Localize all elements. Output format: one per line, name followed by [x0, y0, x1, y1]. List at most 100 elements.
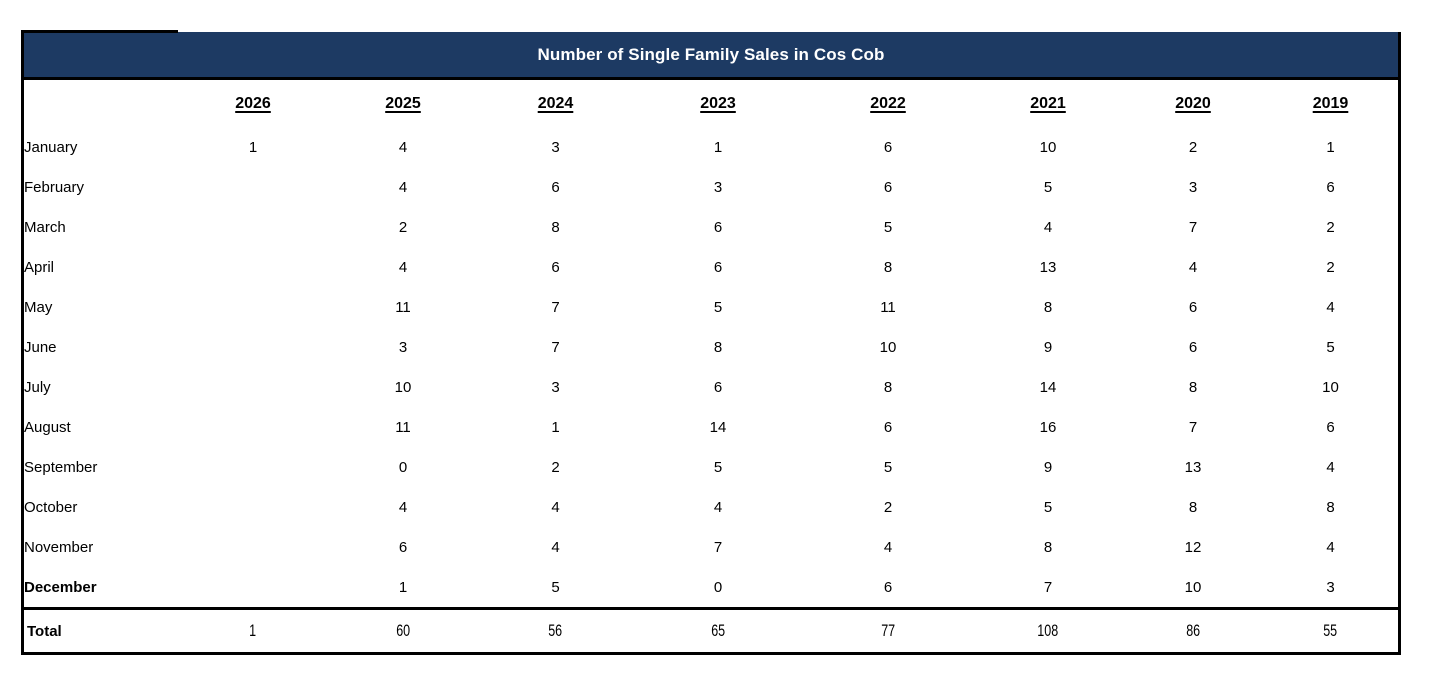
cell-september-2024: 2 — [551, 458, 560, 476]
year-header-2025: 2025 — [385, 94, 421, 112]
total-2020: 86 — [1123, 607, 1263, 652]
cell-march-2020: 7 — [1188, 218, 1198, 236]
cell-january-2023: 1 — [713, 138, 723, 156]
cell-january-2021: 10 — [1039, 138, 1057, 156]
cell-may-2025: 11 — [395, 298, 411, 316]
year-header-2020: 2020 — [1175, 94, 1211, 112]
cell-december-2024: 5 — [551, 578, 560, 596]
cell-may-2020: 6 — [1188, 298, 1198, 316]
month-label-august: August — [24, 418, 71, 436]
month-row-july: July 10 3 6 8 14 8 10 — [24, 367, 1398, 407]
cell-april-2019: 2 — [1326, 258, 1335, 276]
cell-december-2020: 10 — [1184, 578, 1202, 596]
total-value-2023: 65 — [711, 621, 725, 640]
cell-november-2022: 4 — [883, 538, 893, 556]
cell-april-2021: 13 — [1039, 258, 1057, 276]
cell-august-2019: 6 — [1326, 418, 1335, 436]
total-value-2024: 56 — [548, 621, 563, 640]
cell-november-2019: 4 — [1326, 538, 1335, 556]
month-row-may: May 11 7 5 11 8 6 4 — [24, 287, 1398, 327]
cell-december-2025: 1 — [398, 578, 408, 596]
sales-table: Number of Single Family Sales in Cos Cob… — [21, 30, 1401, 655]
cell-march-2024: 8 — [551, 218, 560, 236]
month-label-december: December — [24, 578, 97, 596]
cell-june-2022: 10 — [879, 338, 897, 356]
cell-july-2019: 10 — [1322, 378, 1339, 396]
cell-june-2023: 8 — [713, 338, 723, 356]
cell-april-2020: 4 — [1188, 258, 1198, 276]
cell-may-2021: 8 — [1043, 298, 1053, 316]
cell-february-2020: 3 — [1188, 178, 1198, 196]
total-2021: 108 — [973, 607, 1123, 652]
cell-june-2019: 5 — [1326, 338, 1335, 356]
cell-december-2023: 0 — [713, 578, 723, 596]
year-header-2024: 2024 — [537, 94, 574, 112]
cell-march-2025: 2 — [398, 218, 408, 236]
table-title: Number of Single Family Sales in Cos Cob — [537, 44, 885, 64]
cell-september-2025: 0 — [398, 458, 408, 476]
cell-november-2025: 6 — [398, 538, 408, 556]
cell-december-2021: 7 — [1043, 578, 1053, 596]
cell-september-2023: 5 — [713, 458, 723, 476]
cell-july-2025: 10 — [394, 378, 412, 396]
cell-march-2019: 2 — [1326, 218, 1335, 236]
cell-january-2022: 6 — [883, 138, 893, 156]
cell-august-2020: 7 — [1188, 418, 1198, 436]
cell-november-2020: 12 — [1184, 538, 1202, 556]
cell-august-2022: 6 — [883, 418, 893, 436]
year-header-2026: 2026 — [235, 94, 271, 112]
month-label-january: January — [24, 138, 78, 156]
total-label: Total — [24, 607, 178, 652]
cell-august-2021: 16 — [1039, 418, 1057, 436]
cell-april-2022: 8 — [883, 258, 893, 276]
month-row-october: October 4 4 4 2 5 8 8 — [24, 487, 1398, 527]
cell-april-2024: 6 — [551, 258, 560, 276]
cell-july-2021: 14 — [1039, 378, 1057, 396]
month-row-november: November 6 4 7 4 8 12 4 — [24, 527, 1398, 567]
cell-april-2023: 6 — [713, 258, 723, 276]
month-row-june: June 3 7 8 10 9 6 5 — [24, 327, 1398, 367]
cell-july-2022: 8 — [883, 378, 893, 396]
total-2025: 60 — [328, 607, 478, 652]
cell-january-2020: 2 — [1188, 138, 1198, 156]
cell-december-2026 — [178, 567, 328, 609]
month-label-july: July — [24, 378, 51, 396]
cell-october-2025: 4 — [398, 498, 408, 516]
total-value-2021: 108 — [1037, 621, 1059, 640]
total-value-2025: 60 — [396, 621, 410, 640]
total-2019: 55 — [1263, 607, 1398, 652]
cell-august-2026 — [178, 407, 328, 447]
month-label-march: March — [24, 218, 66, 236]
cell-february-2025: 4 — [398, 178, 408, 196]
cell-september-2026 — [178, 447, 328, 487]
month-label-september: September — [24, 458, 98, 476]
cell-september-2019: 4 — [1326, 458, 1335, 476]
cell-september-2020: 13 — [1184, 458, 1202, 476]
cell-july-2024: 3 — [551, 378, 560, 396]
month-label-february: February — [24, 178, 85, 196]
total-2024: 56 — [478, 607, 633, 652]
total-value-2026: 1 — [249, 621, 257, 640]
cell-october-2024: 4 — [551, 498, 560, 516]
cell-february-2021: 5 — [1043, 178, 1053, 196]
month-label-may: May — [24, 298, 53, 316]
month-row-february: February 4 6 3 6 5 3 6 — [24, 167, 1398, 207]
total-2022: 77 — [803, 607, 973, 652]
month-row-january: January 1 4 3 1 6 10 2 1 — [24, 127, 1398, 167]
cell-may-2026 — [178, 287, 328, 327]
cell-april-2026 — [178, 247, 328, 287]
cell-october-2026 — [178, 487, 328, 527]
cell-october-2020: 8 — [1188, 498, 1198, 516]
month-row-april: April 4 6 6 8 13 4 2 — [24, 247, 1398, 287]
cell-december-2022: 6 — [883, 578, 893, 596]
table-title-bar: Number of Single Family Sales in Cos Cob — [24, 32, 1398, 80]
cell-september-2022: 5 — [883, 458, 893, 476]
month-label-november: November — [24, 538, 94, 556]
corner-cell — [24, 80, 178, 127]
cell-june-2025: 3 — [398, 338, 408, 356]
cell-september-2021: 9 — [1043, 458, 1053, 476]
cell-january-2026: 1 — [248, 138, 258, 156]
total-2026: 1 — [178, 607, 328, 652]
cell-february-2023: 3 — [713, 178, 723, 196]
cell-august-2024: 1 — [551, 418, 560, 436]
